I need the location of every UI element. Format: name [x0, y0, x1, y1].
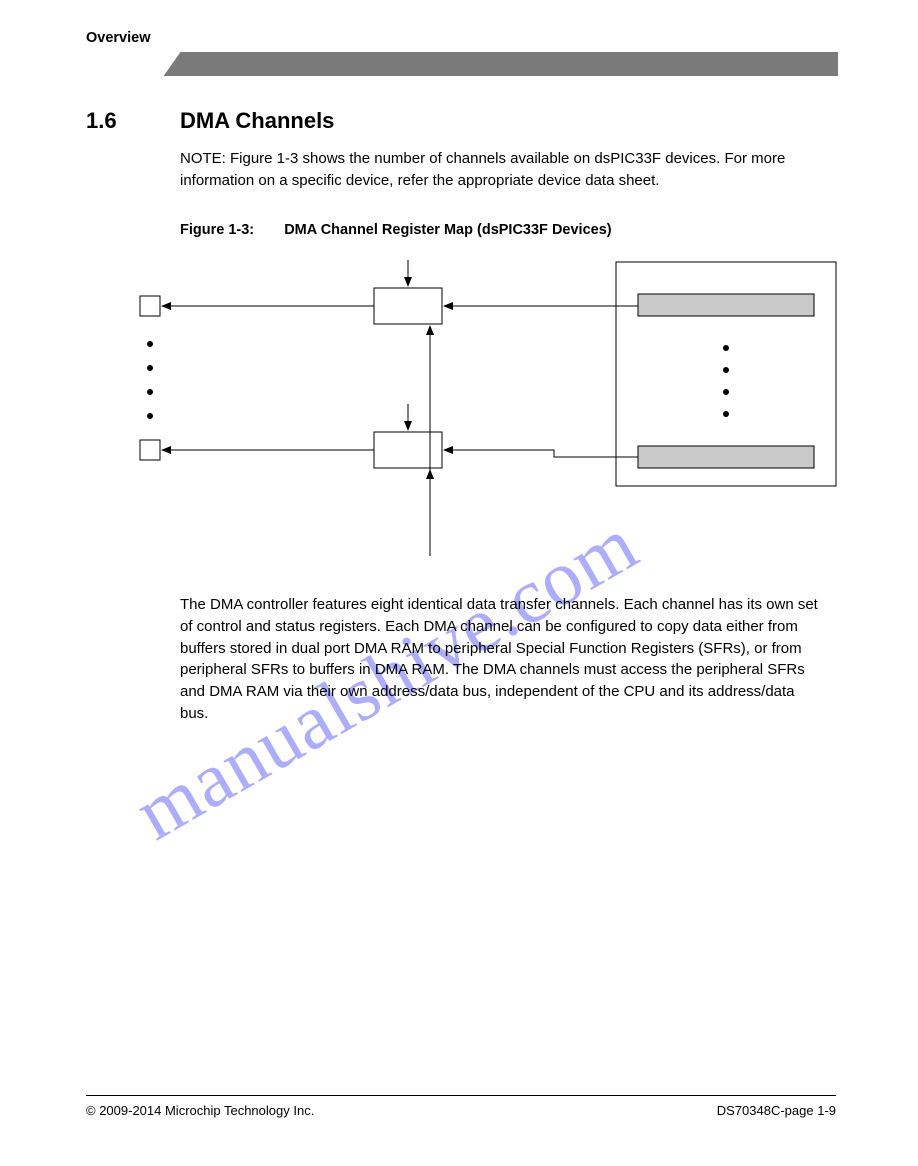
footer-rule [86, 1095, 836, 1096]
page: Overview 1.6 DMA Channels NOTE: Figure 1… [0, 0, 918, 1166]
body-paragraph: The DMA controller features eight identi… [180, 594, 820, 725]
diagram [0, 0, 918, 620]
footer-right: DS70348C-page 1-9 [717, 1103, 836, 1118]
footer-left: © 2009-2014 Microchip Technology Inc. [86, 1103, 314, 1118]
